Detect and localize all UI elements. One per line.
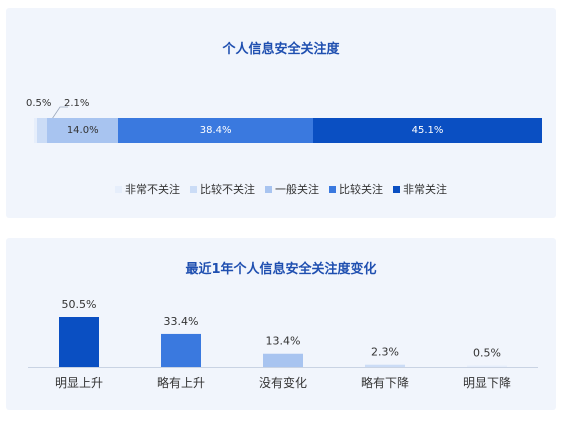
bar-segment-2 xyxy=(37,118,48,143)
concern-legend: 非常不关注 比较不关注 一般关注 比较关注 非常关注 xyxy=(6,181,556,197)
legend-label: 一般关注 xyxy=(275,181,319,197)
bar-value-label: 2.3% xyxy=(371,346,399,359)
legend-swatch xyxy=(190,186,197,193)
bar-1 xyxy=(59,317,99,367)
legend-swatch xyxy=(115,186,122,193)
legend-item: 非常关注 xyxy=(393,181,447,197)
concern-change-panel: 最近1年个人信息安全关注度变化 50.5% 明显上升 33.4% 略有上升 13.4% 没… xyxy=(6,238,556,410)
bar-3 xyxy=(263,354,303,367)
legend-swatch xyxy=(329,186,336,193)
category-label: 明显下降 xyxy=(463,376,511,390)
legend-label: 非常关注 xyxy=(403,181,447,197)
legend-swatch xyxy=(265,186,272,193)
legend-label: 比较不关注 xyxy=(200,181,255,197)
category-label: 略有下降 xyxy=(361,375,409,390)
legend-swatch xyxy=(393,186,400,193)
bar-segment-4: 38.4% xyxy=(118,118,313,143)
bar-value-label: 50.5% xyxy=(62,298,97,311)
bar-segment-5: 45.1% xyxy=(313,118,542,143)
bar-4 xyxy=(365,365,405,367)
bar-segment-3: 14.0% xyxy=(47,118,118,143)
concern-level-title: 个人信息安全关注度 xyxy=(6,38,556,57)
bar-segment-label: 45.1% xyxy=(313,118,542,143)
category-label: 略有上升 xyxy=(157,375,205,390)
category-label: 明显上升 xyxy=(55,376,103,390)
label-not-concerned: 0.5% xyxy=(26,98,51,109)
concern-change-chart: 50.5% 明显上升 33.4% 略有上升 13.4% 没有变化 2.3% 略有下降 0.5% 明… xyxy=(6,238,556,410)
bar-segment-label: 14.0% xyxy=(47,118,118,143)
category-label: 没有变化 xyxy=(259,375,307,390)
legend-item: 一般关注 xyxy=(265,181,319,197)
bar-value-label: 0.5% xyxy=(473,347,501,360)
concern-stacked-bar: 14.0% 38.4% 45.1% xyxy=(34,118,542,143)
legend-item: 非常不关注 xyxy=(115,181,180,197)
bar-value-label: 33.4% xyxy=(164,315,199,328)
legend-label: 比较关注 xyxy=(339,181,383,197)
label-not-very-concerned: 2.1% xyxy=(64,98,89,109)
bar-2 xyxy=(161,334,201,367)
bar-value-label: 13.4% xyxy=(266,335,301,348)
legend-item: 比较关注 xyxy=(329,181,383,197)
legend-item: 比较不关注 xyxy=(190,181,255,197)
concern-level-panel: 个人信息安全关注度 0.5% 2.1% 14.0% 38.4% 45.1% 非常不关… xyxy=(6,8,556,218)
bar-segment-label: 38.4% xyxy=(118,118,313,143)
bar-5 xyxy=(467,366,507,368)
legend-label: 非常不关注 xyxy=(125,181,180,197)
